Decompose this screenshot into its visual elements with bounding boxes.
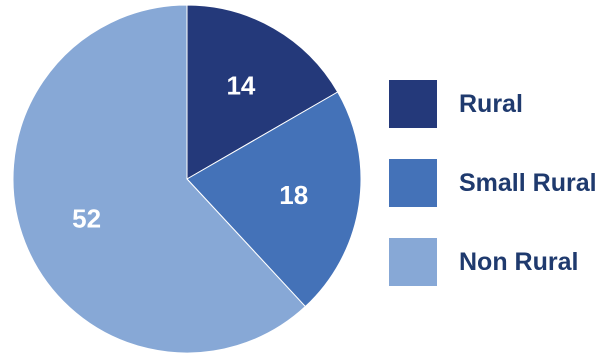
legend-swatch-rural [389,80,437,128]
legend-label-rural: Rural [459,90,523,118]
data-label-non-rural: 52 [72,203,101,233]
legend-swatch-small-rural [389,159,437,207]
pie-slice-small-rural [186,91,362,308]
legend-label-small-rural: Small Rural [459,169,597,197]
pie-data-labels: 14 18 52 [72,71,308,234]
legend: Rural Small Rural Non Rural [389,80,597,286]
legend-label-non-rural: Non Rural [459,248,578,276]
data-label-rural: 14 [226,71,255,101]
legend-swatch-non-rural [389,238,437,286]
data-label-small-rural: 18 [279,180,308,210]
pie-slice-rural [186,4,339,180]
pie-slice-non-rural [12,4,307,354]
pie-slices [12,4,362,354]
